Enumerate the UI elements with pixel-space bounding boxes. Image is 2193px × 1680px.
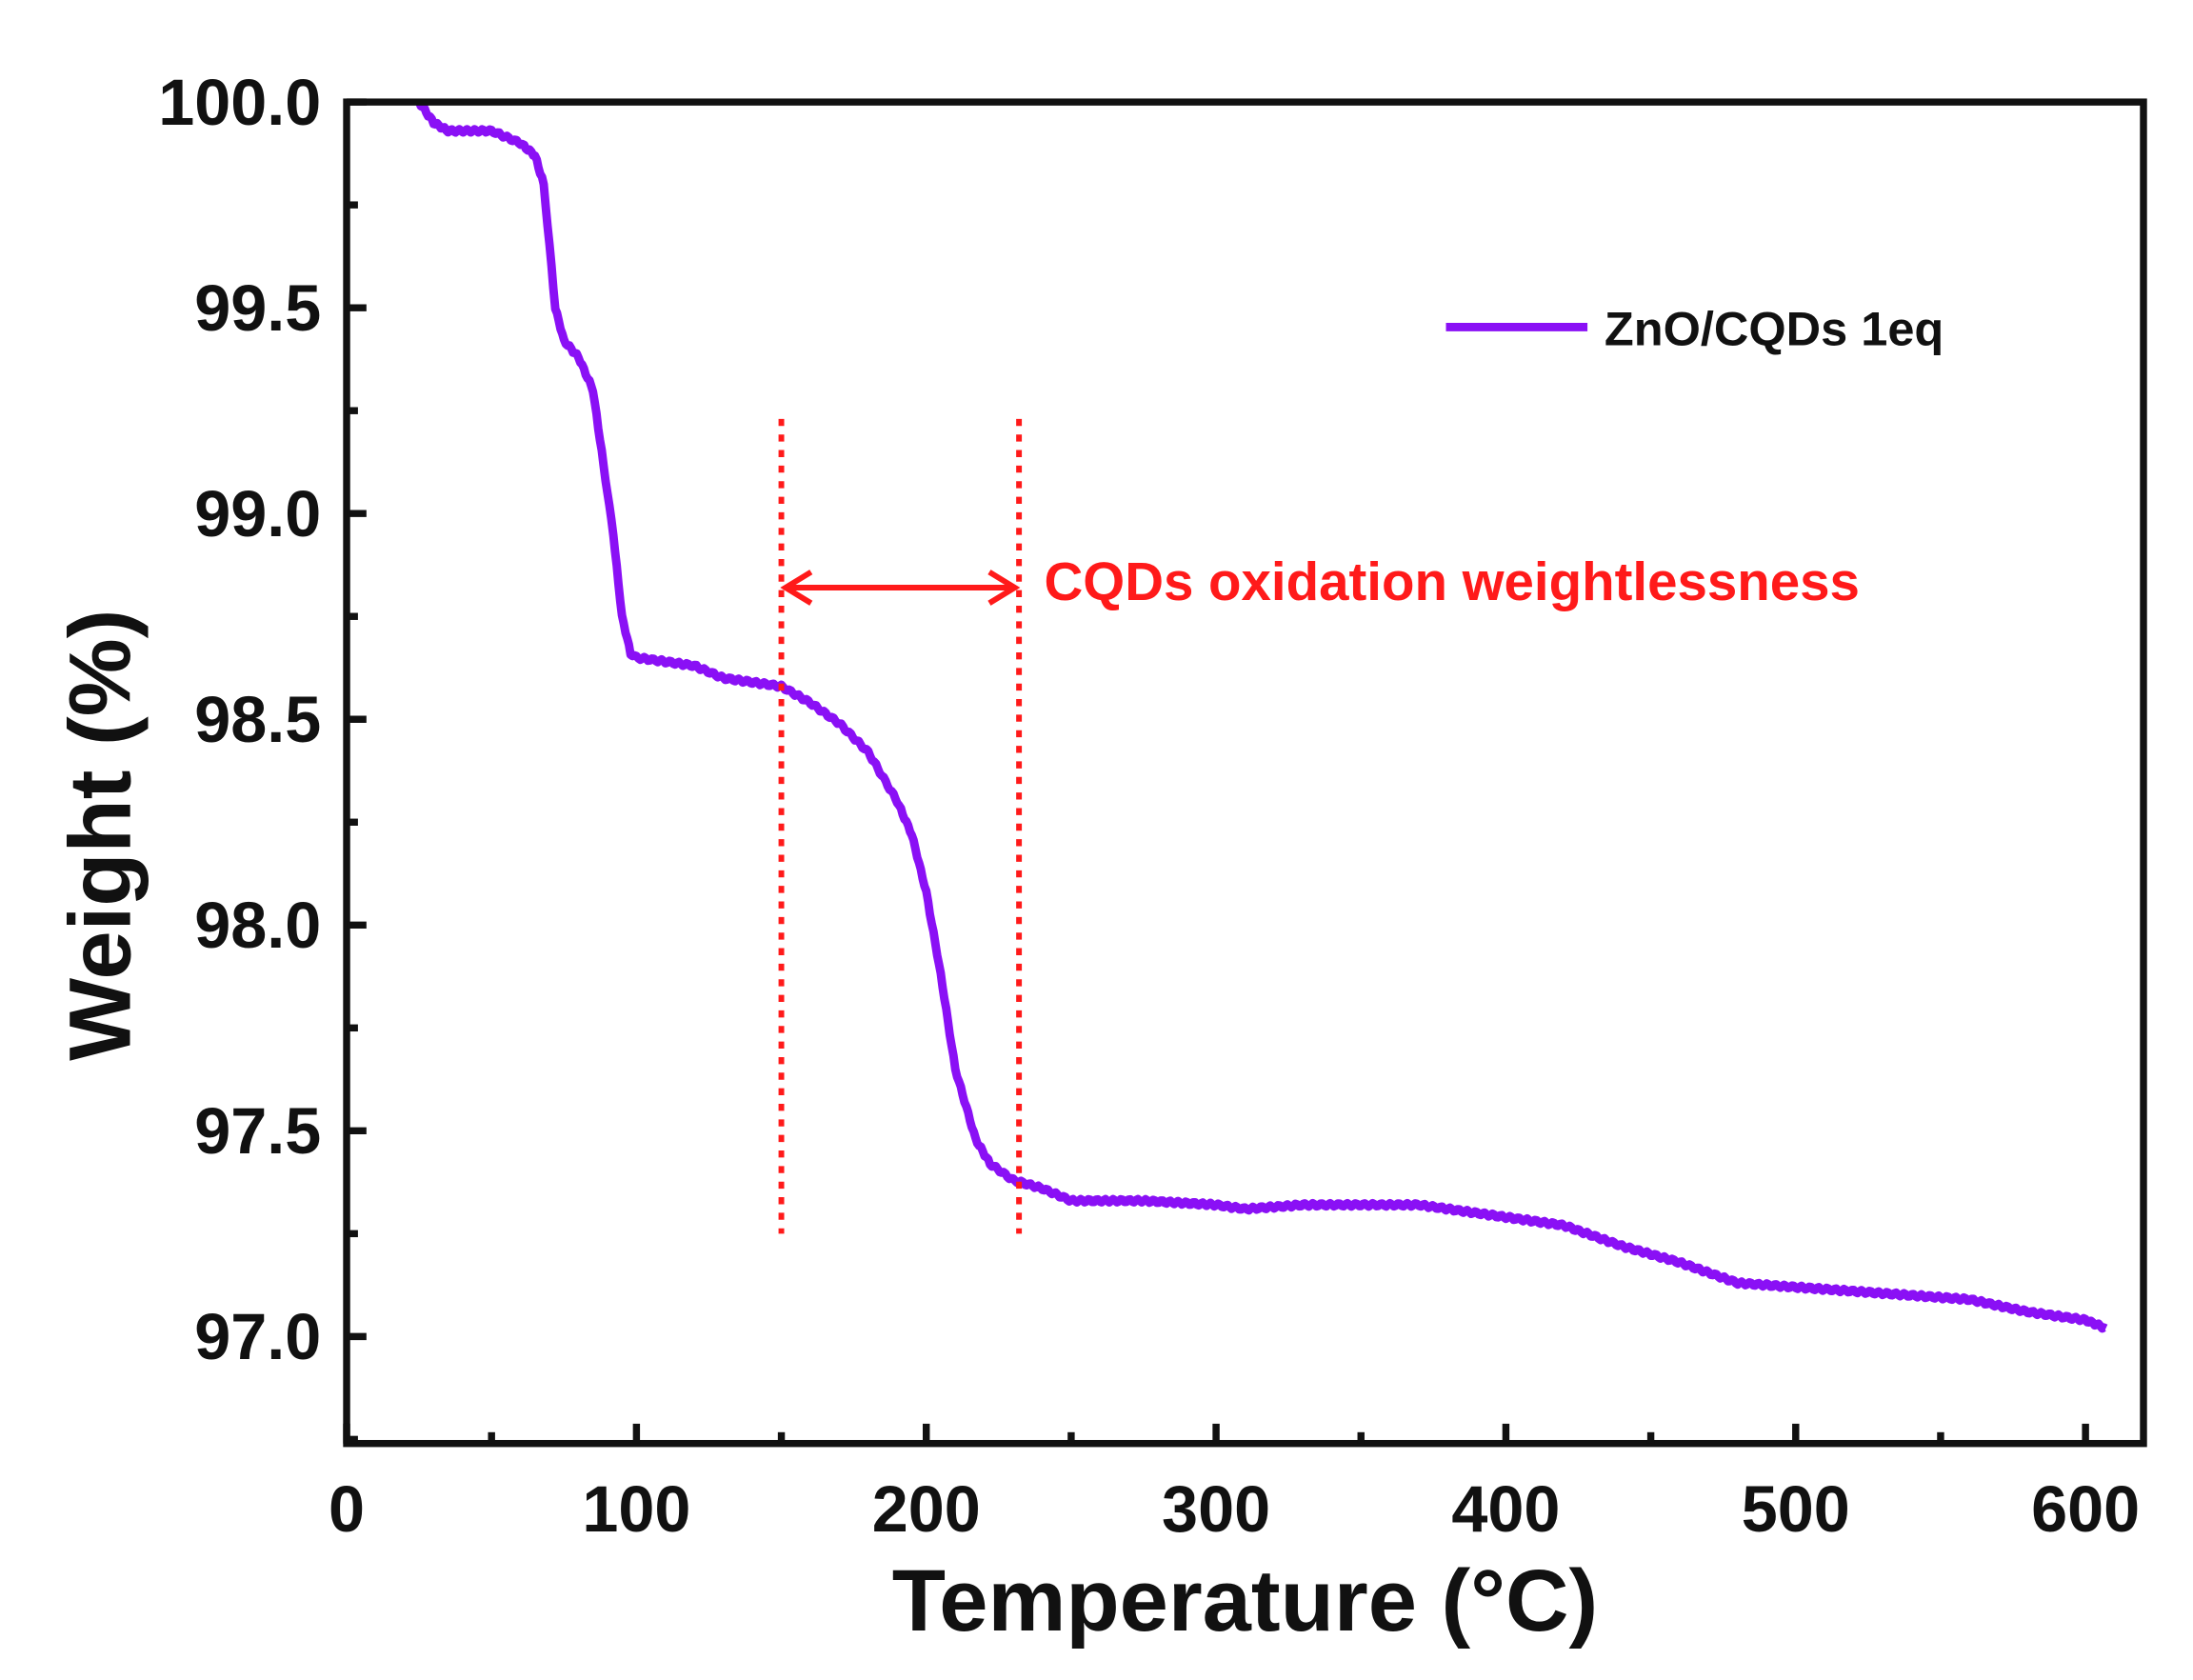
tick-layer: 0 100 200 300 400 500 600 97.0 97.5 98.0 98.5 99.0 9…	[158, 67, 2140, 1546]
annotation-text: CQDs oxidation weightlessness	[1045, 551, 1860, 611]
legend-label: ZnO/CQDs 1eq	[1605, 302, 1944, 356]
x-tick-label: 400	[1451, 1473, 1560, 1546]
x-tick-label: 600	[2031, 1473, 2140, 1546]
x-tick-label: 0	[329, 1473, 365, 1546]
y-tick-label: 98.0	[194, 890, 321, 962]
plot-frame	[343, 98, 2147, 1448]
y-tick-label: 99.0	[194, 478, 321, 550]
curve-layer	[414, 100, 2109, 1333]
x-tick-label: 100	[582, 1473, 690, 1546]
series-line-znO-cqds-1eq	[414, 100, 2109, 1333]
y-tick-label: 100.0	[158, 67, 321, 139]
y-tick-label: 97.5	[194, 1095, 321, 1168]
y-tick-label: 98.5	[194, 684, 321, 756]
legend: ZnO/CQDs 1eq	[1445, 302, 1944, 356]
y-axis-title: Weight (%)	[51, 610, 150, 1061]
x-tick-label: 200	[872, 1473, 981, 1546]
annotation-layer	[778, 418, 1023, 1234]
arrow-head-left-icon	[780, 570, 813, 606]
arrow-head-right-icon	[987, 570, 1021, 606]
x-tick-label: 300	[1162, 1473, 1270, 1546]
y-tick-label: 97.0	[194, 1301, 321, 1373]
x-tick-label: 500	[1742, 1473, 1850, 1546]
x-axis-title: Temperature (°C)	[892, 1551, 1598, 1650]
y-tick-label: 99.5	[194, 272, 321, 345]
